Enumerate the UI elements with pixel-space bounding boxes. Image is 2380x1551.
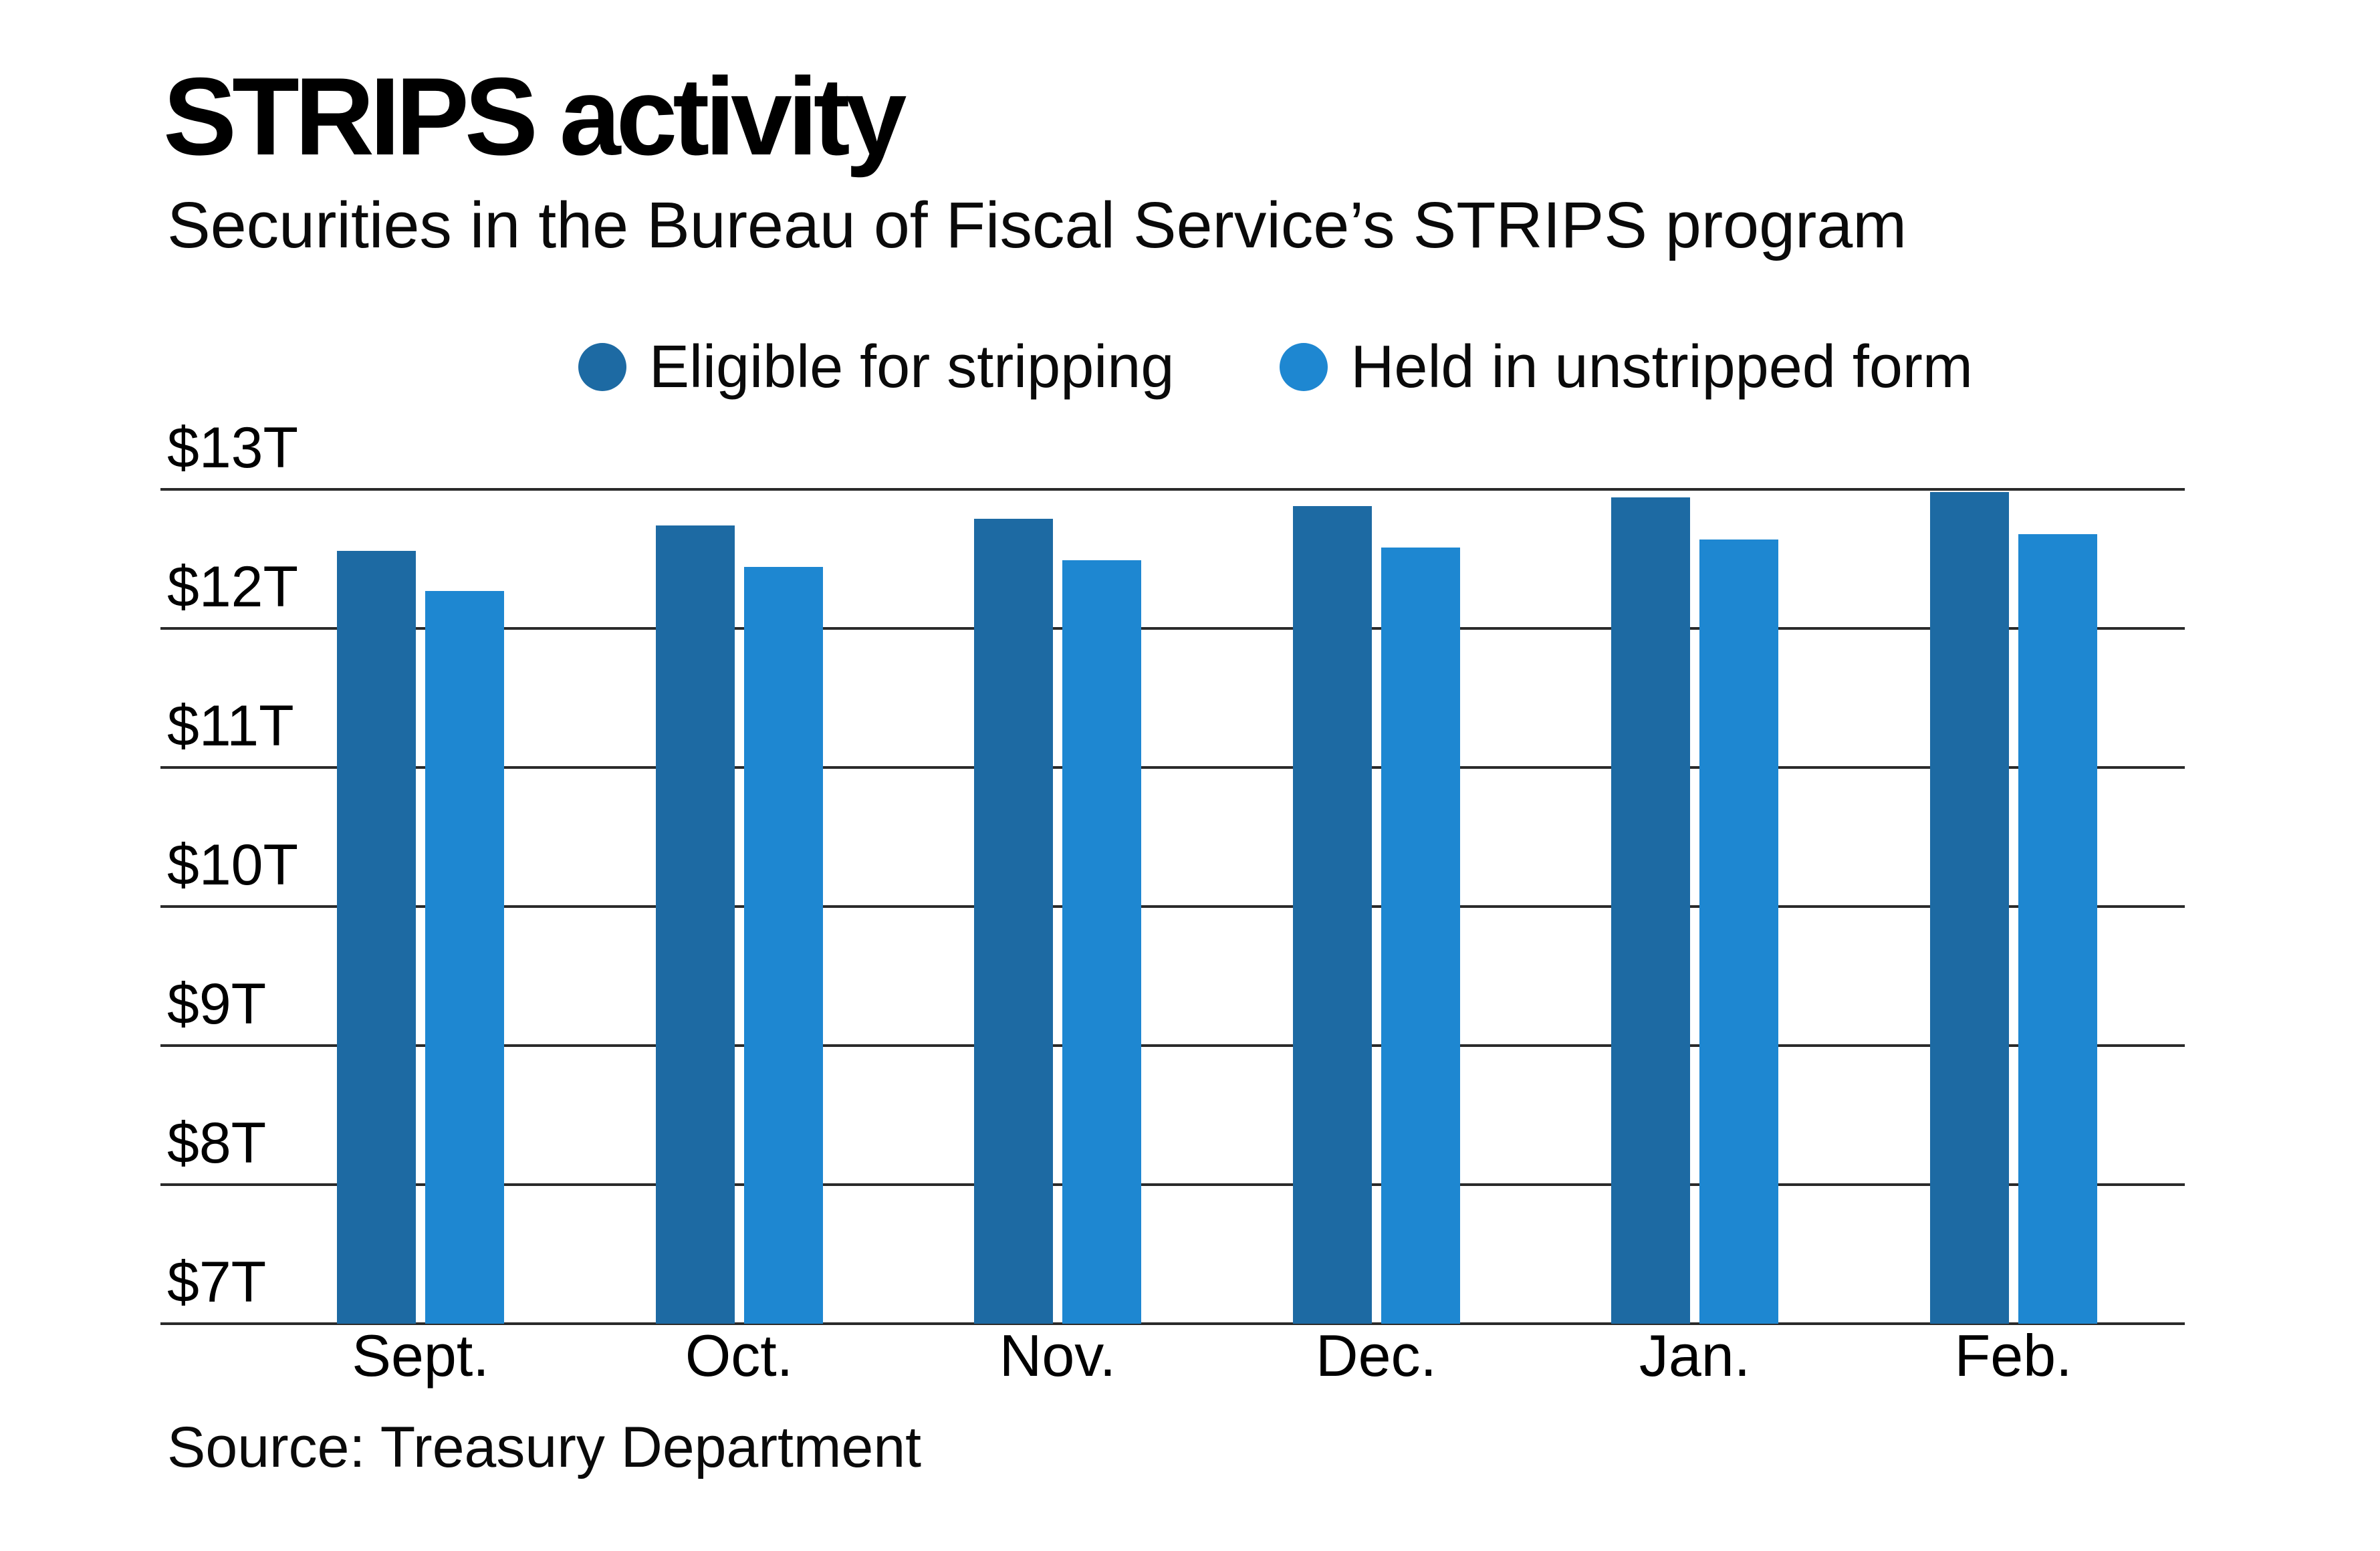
y-gridline	[160, 1322, 2185, 1325]
y-axis-tick-label: $9T	[167, 972, 267, 1036]
chart-legend: Eligible for stripping Held in unstripped…	[578, 336, 1973, 398]
bar-eligible	[337, 550, 416, 1324]
bar-eligible	[974, 518, 1053, 1324]
y-axis-tick-label: $10T	[167, 833, 299, 897]
x-axis-tick-label: Feb.	[1954, 1322, 2072, 1389]
bar-eligible	[655, 525, 735, 1324]
y-gridline	[160, 627, 2185, 630]
legend-item-eligible: Eligible for stripping	[578, 337, 1174, 397]
bar-unstripped	[1062, 560, 1141, 1324]
source-note: Source: Treasury Department	[167, 1415, 922, 1479]
bar-eligible	[1929, 492, 2009, 1324]
y-gridline	[160, 1044, 2185, 1047]
bar-eligible	[1611, 497, 1690, 1324]
x-axis-tick-label: Jan.	[1639, 1322, 1751, 1389]
y-axis-tick-label: $8T	[167, 1111, 267, 1175]
y-axis-tick-label: $11T	[167, 694, 294, 758]
bar-unstripped	[743, 567, 823, 1324]
bar-unstripped	[1381, 548, 1460, 1324]
x-axis-tick-label: Dec.	[1316, 1322, 1437, 1389]
x-axis-tick-label: Sept.	[352, 1322, 489, 1389]
y-gridline	[160, 488, 2185, 491]
y-axis-tick-label: $13T	[167, 416, 299, 480]
legend-label: Held in unstripped form	[1350, 334, 1973, 400]
legend-label: Eligible for stripping	[649, 334, 1175, 400]
chart-subtitle: Securities in the Bureau of Fiscal Servi…	[167, 189, 1907, 261]
x-axis-tick-label: Nov.	[999, 1322, 1116, 1389]
y-axis-tick-label: $12T	[167, 555, 299, 619]
bar-unstripped	[1699, 539, 1778, 1324]
bar-unstripped	[425, 590, 504, 1324]
y-axis-tick-label: $7T	[167, 1250, 267, 1314]
chart-title: STRIPS activity	[163, 55, 907, 178]
y-gridline	[160, 1183, 2185, 1186]
legend-item-unstripped: Held in unstripped form	[1280, 334, 1973, 400]
legend-swatch-icon	[1280, 343, 1328, 391]
x-axis-tick-label: Oct.	[685, 1322, 794, 1389]
y-gridline	[160, 766, 2185, 769]
bar-eligible	[1292, 505, 1372, 1324]
legend-swatch-icon	[578, 343, 626, 391]
y-gridline	[160, 905, 2185, 908]
bar-unstripped	[2018, 533, 2097, 1324]
